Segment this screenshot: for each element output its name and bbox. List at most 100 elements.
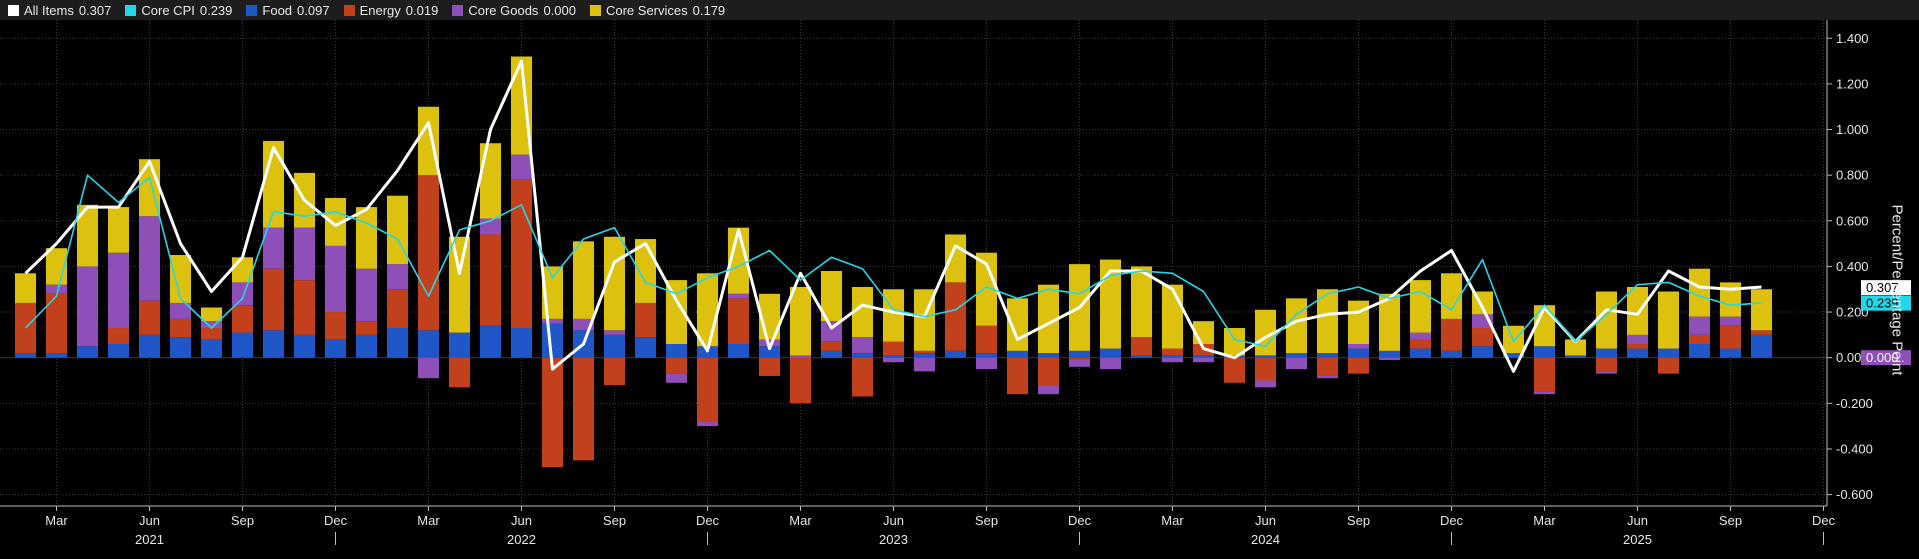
- bar-segment: [14, 353, 37, 358]
- bar-segment: [634, 302, 657, 338]
- legend-value: 0.239: [199, 2, 233, 18]
- bar-segment: [572, 357, 595, 461]
- legend-item[interactable]: Core Goods 0.000: [452, 3, 576, 18]
- bar-segment: [851, 353, 874, 358]
- bar-segment: [1006, 350, 1029, 358]
- bar-segment: [572, 241, 595, 319]
- bar-segment: [355, 268, 378, 322]
- bar-segment: [1440, 318, 1463, 351]
- bar-segment: [386, 289, 409, 329]
- line-series: [24, 59, 1762, 373]
- bar-segment: [1657, 348, 1680, 358]
- legend-swatch: [246, 4, 258, 16]
- bar-segment: [913, 353, 936, 358]
- bar-segment: [665, 357, 688, 374]
- bar-segment: [417, 330, 440, 358]
- x-tick-label: Sep: [1347, 513, 1370, 528]
- x-tick-label: Jun: [1627, 513, 1648, 528]
- bar-segment: [1130, 355, 1153, 358]
- bar-segment: [851, 286, 874, 338]
- bar-segment: [1254, 309, 1277, 356]
- bar-segment: [262, 227, 285, 269]
- bar-segment: [944, 350, 967, 358]
- bar-segment: [1471, 328, 1494, 347]
- bar-segment: [1130, 266, 1153, 338]
- bar-segment: [1285, 357, 1308, 370]
- bar-segment: [1254, 355, 1277, 358]
- bar-segment: [1626, 286, 1649, 335]
- bar-segment: [510, 179, 533, 329]
- bar-segment: [1037, 284, 1060, 354]
- y-tick-label: 1.200: [1836, 76, 1869, 91]
- bar-segment: [975, 353, 998, 358]
- bar-segment: [1192, 357, 1215, 363]
- legend-item[interactable]: Food 0.097: [246, 3, 330, 18]
- y-tick-label: 1.400: [1836, 31, 1869, 46]
- bar-segment: [1595, 371, 1618, 374]
- chart-legend: All Items 0.307 Core CPI 0.239 Food 0.097 Ener…: [0, 0, 1919, 20]
- bar-segment: [262, 140, 285, 228]
- x-tick-label: Mar: [45, 513, 68, 528]
- value-tag-box: [1861, 350, 1911, 366]
- bar-segment: [603, 330, 626, 335]
- bar-segment: [1037, 357, 1060, 386]
- legend-item[interactable]: All Items 0.307: [8, 3, 111, 18]
- line-core-cpi: [24, 174, 1762, 348]
- bar-segment: [1068, 357, 1091, 360]
- x-tick-label: Sep: [1719, 513, 1742, 528]
- bar-segment: [1440, 350, 1463, 358]
- bar-segment: [1719, 325, 1742, 349]
- bar-segment: [510, 56, 533, 155]
- bar-segment: [541, 357, 564, 468]
- bar-segment: [789, 355, 812, 358]
- bar-segment: [1750, 334, 1773, 358]
- bar-segment: [1750, 289, 1773, 331]
- bar-segment: [1006, 357, 1029, 395]
- chart-svg: 1.400 1.200 1.000 0.800 0.600 0.400 0.200 0.000…: [0, 20, 1919, 559]
- bar-segment: [1161, 357, 1184, 363]
- bar-segment: [76, 346, 99, 358]
- x-tick-label: Sep: [975, 513, 998, 528]
- bar-segment: [510, 154, 533, 180]
- bar-segment: [789, 286, 812, 356]
- bar-segment: [758, 346, 781, 358]
- bar-segment: [262, 268, 285, 331]
- line-all-items: [24, 59, 1762, 373]
- y-tick-label: -0.600: [1836, 487, 1873, 502]
- bar-segment: [696, 273, 719, 347]
- bar-segment: [758, 357, 781, 376]
- value-tag-label: 0.000: [1866, 350, 1899, 365]
- legend-item[interactable]: Energy 0.019: [343, 3, 438, 18]
- bar-segment: [1254, 357, 1277, 381]
- bar-segment: [169, 318, 192, 338]
- legend-item[interactable]: Core Services 0.179: [589, 3, 725, 18]
- legend-value: 0.307: [78, 2, 112, 18]
- bar-segment: [1037, 385, 1060, 395]
- bar-segment: [1533, 391, 1556, 395]
- bar-segment: [200, 328, 223, 340]
- x-year-label: 2025: [1623, 532, 1652, 547]
- x-year-label: 2021: [135, 532, 164, 547]
- bar-segment: [1564, 355, 1587, 358]
- x-tick-label: Dec: [696, 513, 720, 528]
- bar-segment: [14, 273, 37, 303]
- x-tick-label: Jun: [1255, 513, 1276, 528]
- bar-segment: [231, 305, 254, 333]
- bar-segment: [603, 357, 626, 386]
- legend-item[interactable]: Core CPI 0.239: [125, 3, 232, 18]
- bar-segment: [1254, 380, 1277, 388]
- bar-segment: [975, 357, 998, 370]
- bar-segment: [882, 357, 905, 363]
- x-tick-label: Sep: [231, 513, 254, 528]
- y-tick-label: -0.200: [1836, 396, 1873, 411]
- bar-segment: [1533, 357, 1556, 392]
- bar-segment: [1409, 339, 1432, 349]
- bar-segment: [1378, 293, 1401, 351]
- bar-segment: [1409, 332, 1432, 340]
- bar-segment: [200, 339, 223, 358]
- bar-segment: [1223, 357, 1246, 383]
- bar-segment: [944, 282, 967, 351]
- legend-label: Core Goods: [468, 2, 539, 18]
- bar-segment: [448, 332, 471, 358]
- bar-segment: [665, 344, 688, 358]
